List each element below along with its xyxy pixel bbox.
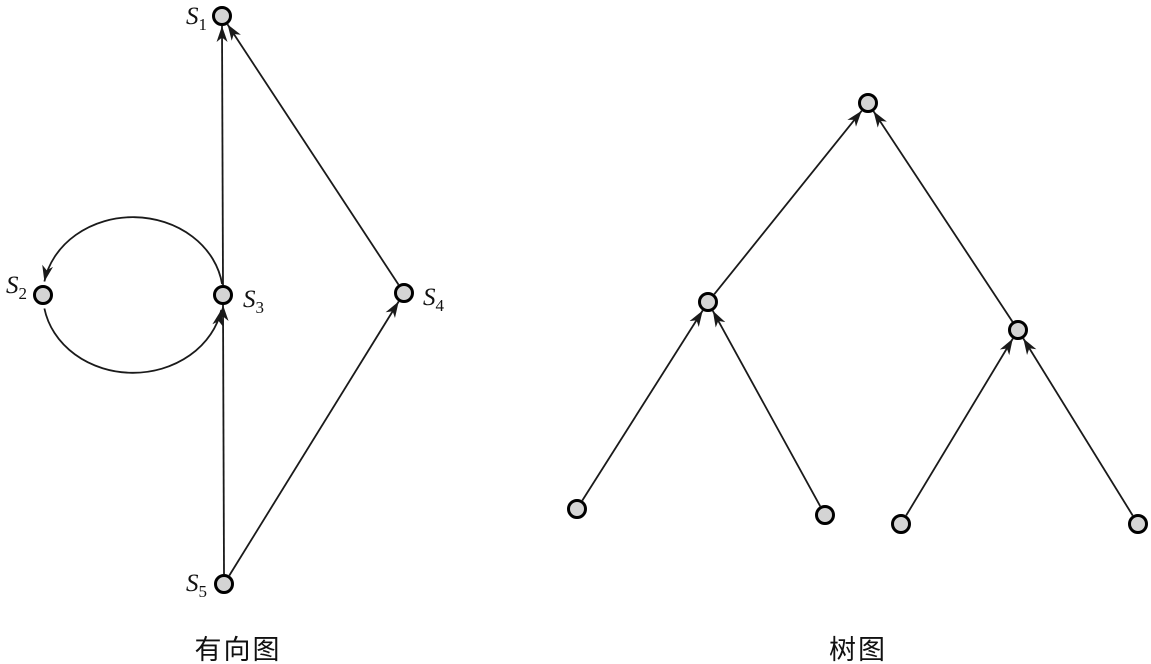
node-root	[858, 93, 878, 113]
node-S4	[394, 283, 414, 303]
edge-RR-to-R	[1022, 338, 1134, 516]
node-L	[698, 292, 718, 312]
edge-S3-to-S2	[42, 216, 223, 285]
node-RR	[1128, 514, 1148, 534]
node-LL	[567, 499, 587, 519]
node-S5	[214, 574, 234, 594]
node-RL	[891, 514, 911, 534]
edge-S4-to-S1	[226, 23, 400, 286]
caption-tree-graph: 树图	[829, 635, 887, 664]
node-label-S3: S3	[243, 286, 264, 317]
node-S2	[33, 285, 53, 305]
node-LR	[815, 505, 835, 525]
edge-LR-to-L	[712, 310, 821, 507]
caption-directed-graph: 有向图	[194, 635, 282, 664]
node-label-S5: S5	[186, 570, 207, 601]
edge-S2-to-S3	[43, 308, 224, 374]
edge-L-to-root	[713, 110, 863, 295]
edge-S3-to-S1	[216, 25, 228, 286]
edge-S5-to-S3	[217, 304, 229, 575]
edge-RL-to-R	[905, 338, 1014, 516]
node-label-S2: S2	[6, 272, 27, 303]
edge-LL-to-L	[581, 310, 704, 501]
node-S3	[213, 285, 233, 305]
node-S1	[212, 6, 232, 26]
node-R	[1008, 320, 1028, 340]
edge-R-to-root	[872, 110, 1014, 323]
node-label-S1: S1	[186, 3, 207, 34]
node-label-S4: S4	[423, 284, 445, 315]
edge-S5-to-S4	[228, 301, 400, 576]
